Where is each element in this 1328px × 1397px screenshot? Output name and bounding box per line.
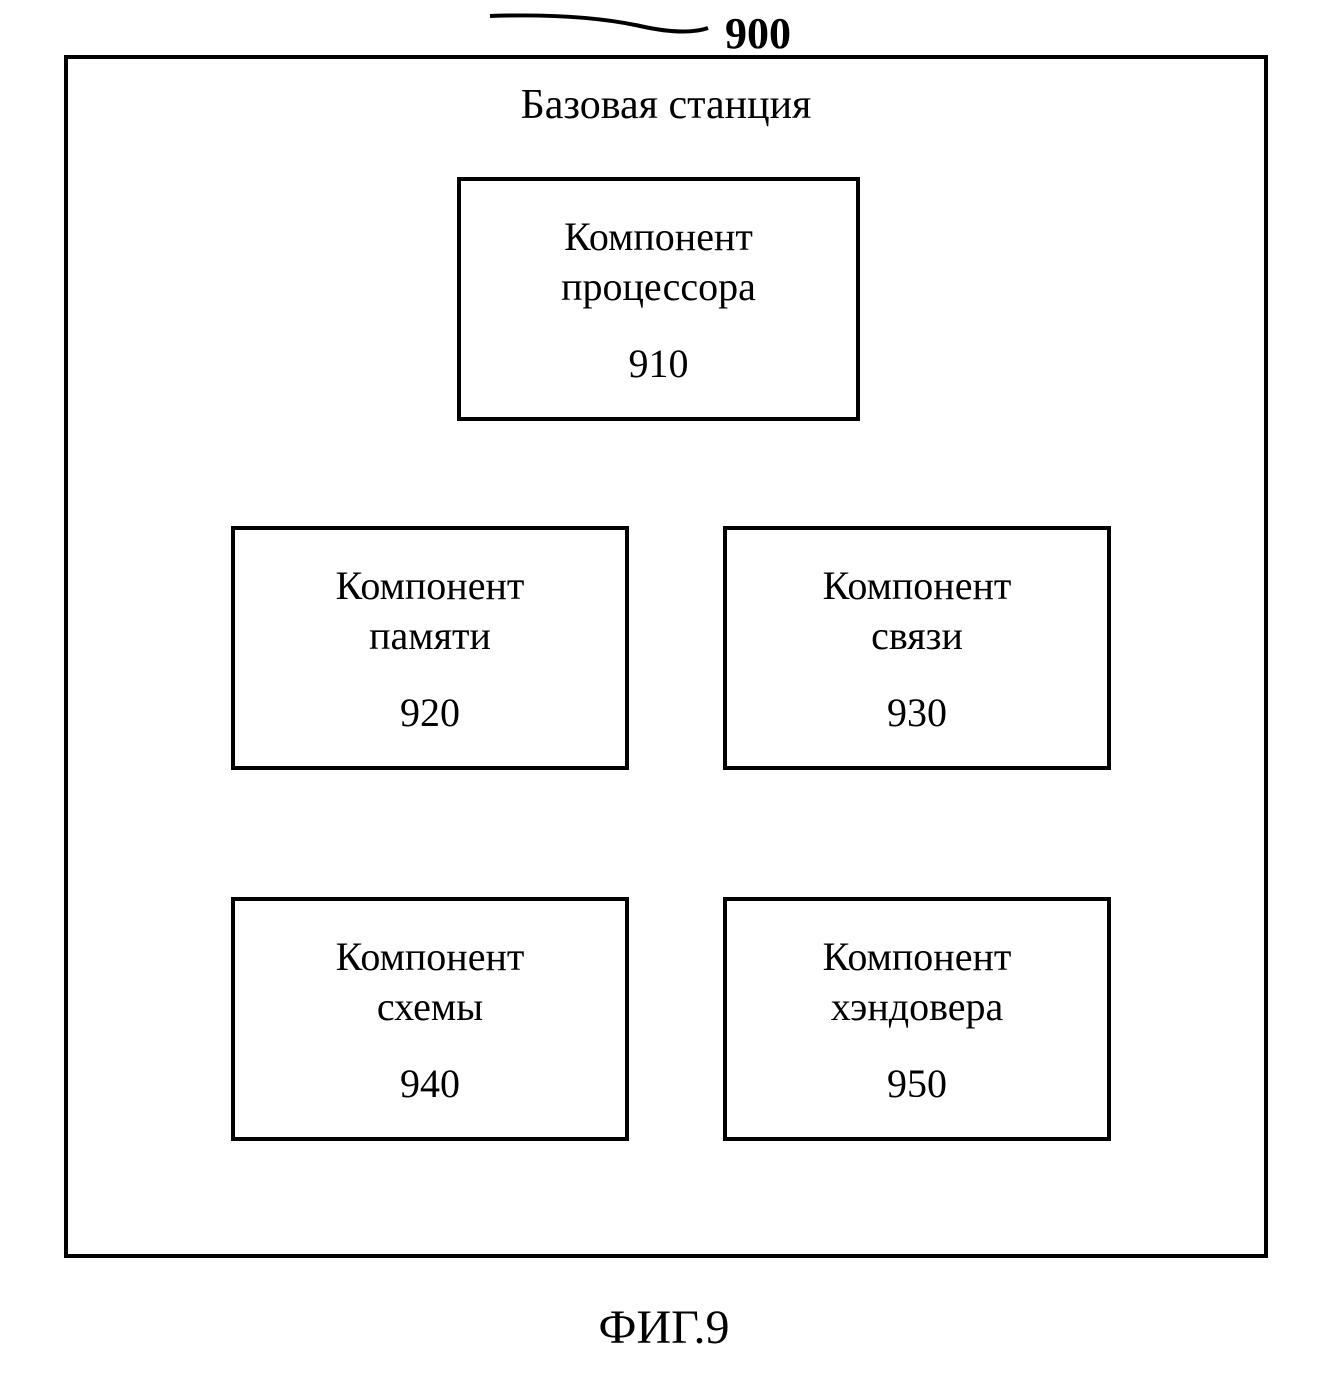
component-number: 920 [400,689,460,736]
leader-curve-icon [480,8,720,58]
container-title: Базовая станция [68,81,1264,129]
component-label: Компонентсвязи [813,561,1022,661]
component-label: Компонентпроцессора [551,212,766,312]
component-box-930: Компонентсвязи 930 [723,526,1111,770]
component-box-950: Компонентхэндовера 950 [723,897,1111,1141]
component-label: Компонентхэндовера [813,932,1022,1032]
component-number: 930 [887,689,947,736]
base-station-container: Базовая станция Компонентпроцессора910Ко… [64,55,1268,1258]
component-box-910: Компонентпроцессора 910 [457,177,860,421]
figure-caption: ФИГ.9 [0,1300,1328,1355]
component-box-940: Компонентсхемы 940 [231,897,629,1141]
component-number: 950 [887,1060,947,1107]
reference-indicator: 900 [480,8,880,58]
component-label: Компонентпамяти [326,561,535,661]
component-label: Компонентсхемы [326,932,535,1032]
component-number: 910 [629,340,689,387]
component-box-920: Компонентпамяти 920 [231,526,629,770]
reference-number: 900 [725,8,791,59]
component-number: 940 [400,1060,460,1107]
page: 900 Базовая станция Компонентпроцессора 9… [0,0,1328,1397]
